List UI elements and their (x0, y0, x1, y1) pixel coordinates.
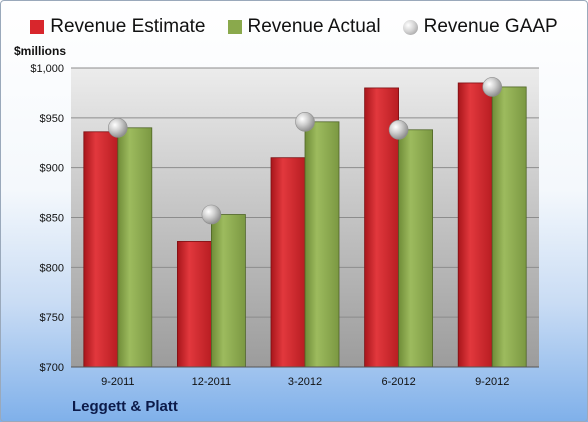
bar-actual (304, 121, 340, 368)
x-axis-ticks: 9-2011 12-2011 3-2012 6-2012 9-2012 (101, 376, 509, 388)
y-axis-ticks: $700 $750 $800 $850 $900 $950 $1,000 (30, 63, 64, 374)
y-tick-label: $1,000 (30, 63, 64, 75)
bar-estimate (457, 82, 493, 368)
gaap-marker (388, 119, 409, 140)
legend-label-gaap: Revenue GAAP (423, 16, 558, 37)
gaap-marker (482, 77, 503, 97)
bar-actual (117, 127, 153, 368)
x-tick-label: 9-2011 (101, 376, 134, 388)
legend-swatch-estimate (30, 20, 45, 34)
bar-estimate (270, 157, 306, 368)
y-tick-label: $750 (40, 312, 64, 324)
gaap-markers (108, 77, 503, 225)
x-tick-label: 6-2012 (381, 376, 415, 388)
y-axis-unit-label: $millions (14, 44, 67, 58)
legend-item-gaap: Revenue GAAP (402, 16, 558, 38)
legend: Revenue Estimate Revenue Actual Revenue … (0, 12, 588, 42)
y-tick-label: $800 (40, 262, 64, 274)
gaap-marker (108, 118, 128, 138)
legend-label-actual: Revenue Actual (247, 16, 381, 37)
legend-label-estimate: Revenue Estimate (50, 16, 206, 37)
x-tick-label: 9-2012 (475, 376, 509, 388)
bar-actual (398, 129, 434, 368)
legend-item-estimate: Revenue Estimate (30, 16, 206, 38)
bar-estimate (83, 131, 119, 368)
company-name: Leggett & Platt (72, 398, 178, 415)
y-tick-label: $950 (40, 113, 64, 125)
y-tick-label: $850 (40, 213, 64, 225)
y-tick-label: $700 (40, 362, 64, 374)
legend-item-actual: Revenue Actual (227, 16, 381, 38)
bar-actual (210, 214, 246, 368)
gaap-marker (201, 204, 222, 225)
x-tick-label: 3-2012 (288, 376, 322, 388)
y-tick-label: $900 (40, 163, 64, 175)
bar-estimate (176, 241, 212, 368)
legend-swatch-gaap (402, 19, 418, 35)
bar-actual (491, 86, 527, 368)
gaap-marker (295, 112, 315, 132)
bars (83, 82, 527, 368)
x-tick-label: 12-2011 (192, 376, 232, 388)
legend-swatch-actual (227, 20, 242, 34)
